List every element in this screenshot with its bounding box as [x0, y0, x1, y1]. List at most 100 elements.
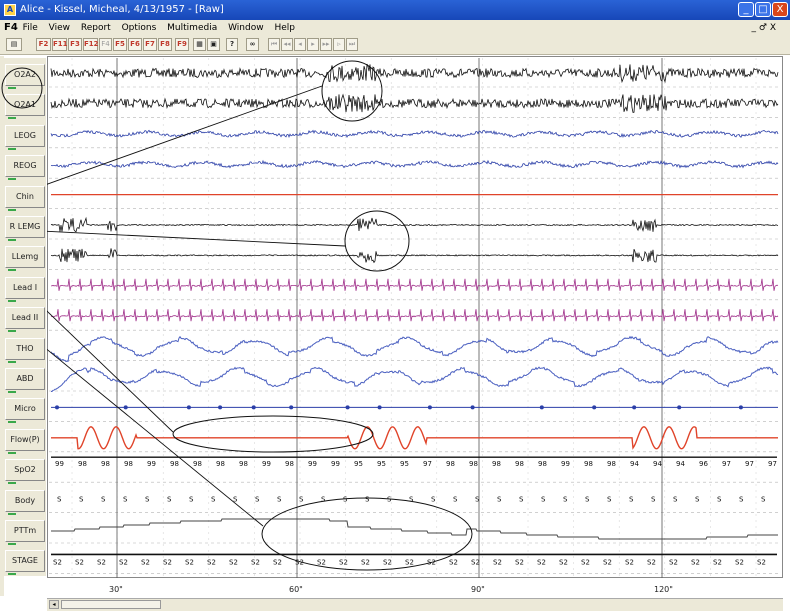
- scroll-thumb[interactable]: [61, 600, 161, 609]
- channel-label-text: SpO2: [14, 465, 36, 475]
- stage-value: S2: [449, 558, 458, 566]
- channel-indicator: [8, 391, 16, 393]
- binoculars-icon[interactable]: ∞: [246, 38, 259, 51]
- channel-label-r-lemg[interactable]: R LEMG: [5, 216, 45, 241]
- toolbar-f9[interactable]: F9: [175, 38, 189, 51]
- body-position-value: S: [563, 496, 568, 504]
- channel-label-o2a1[interactable]: O2A1: [5, 94, 45, 120]
- channel-label-llemg[interactable]: LLemg: [5, 246, 45, 272]
- menu-window[interactable]: Window: [228, 23, 264, 33]
- body-position-value: S: [475, 496, 480, 504]
- micro-event-marker: [377, 405, 382, 410]
- close-button[interactable]: X: [772, 2, 788, 17]
- stage-value: S2: [757, 558, 766, 566]
- toolbar-f6[interactable]: F6: [128, 38, 142, 51]
- body-position-value: S: [189, 496, 194, 504]
- spo2-value: 99: [308, 460, 317, 468]
- scroll-left-icon[interactable]: ◂: [49, 600, 59, 609]
- spo2-value: 98: [193, 460, 202, 468]
- channel-indicator: [8, 178, 16, 181]
- menu-view[interactable]: View: [48, 23, 70, 33]
- menu-options[interactable]: Options: [121, 23, 157, 33]
- spo2-value: 97: [745, 460, 754, 468]
- minimize-button[interactable]: _: [738, 2, 754, 17]
- spo2-value: 94: [653, 460, 662, 468]
- nav-play-icon[interactable]: ▸: [307, 38, 319, 51]
- nav-last-icon[interactable]: ⏭: [346, 38, 358, 51]
- print-icon[interactable]: ▣: [207, 38, 220, 51]
- trace-r-lemg: [50, 216, 779, 233]
- channel-label-text: Chin: [16, 191, 34, 201]
- body-position-value: S: [629, 496, 634, 504]
- menu-help[interactable]: Help: [274, 23, 295, 33]
- channel-label-lead-ii[interactable]: Lead II: [5, 307, 45, 333]
- spo2-value: 99: [147, 460, 156, 468]
- body-position-value: S: [321, 496, 326, 504]
- micro-event-marker: [539, 405, 544, 410]
- spo2-value: 98: [607, 460, 616, 468]
- body-position-value: S: [453, 496, 458, 504]
- toolbar-f3[interactable]: F3: [68, 38, 82, 51]
- channel-label-flow-p[interactable]: Flow(P): [5, 428, 45, 454]
- channel-label-lead-i[interactable]: Lead I: [5, 276, 45, 302]
- channel-indicator: [8, 360, 16, 363]
- stage-value: S2: [691, 558, 700, 566]
- nav-next-page-icon[interactable]: ▹: [333, 38, 345, 51]
- stage-value: S2: [537, 558, 546, 566]
- toolbar-f4[interactable]: F4: [99, 38, 112, 51]
- channel-label-abd[interactable]: ABD: [5, 368, 45, 393]
- stage-value: S2: [207, 558, 216, 566]
- nav-prev-icon[interactable]: ◂: [294, 38, 306, 51]
- channel-label-pttm[interactable]: PTTm: [5, 520, 45, 545]
- trace-o2a2: [50, 63, 779, 84]
- body-position-value: S: [761, 496, 766, 504]
- toolbar-f5[interactable]: F5: [113, 38, 127, 51]
- body-position-value: S: [717, 496, 722, 504]
- toolbar-f2[interactable]: F2: [36, 38, 51, 51]
- menu-file[interactable]: File: [22, 23, 38, 33]
- nav-first-icon[interactable]: ⏮: [268, 38, 280, 51]
- body-position-value: S: [409, 496, 414, 504]
- channel-label-body[interactable]: Body: [5, 489, 45, 515]
- channel-label-text: THO: [16, 343, 34, 353]
- nav-prev-page-icon[interactable]: ◂◂: [281, 38, 293, 51]
- toolbar-f11[interactable]: F11: [52, 38, 68, 51]
- channel-indicator: [8, 239, 16, 241]
- channel-indicator: [8, 421, 16, 424]
- channel-label-tho[interactable]: THO: [5, 337, 45, 363]
- body-position-value: S: [277, 496, 282, 504]
- channel-indicator: [8, 208, 16, 211]
- mdi-controls[interactable]: _ ♂ X: [751, 23, 776, 33]
- micro-event-marker: [218, 405, 223, 410]
- stage-value: S2: [493, 558, 502, 566]
- channel-indicator: [8, 299, 16, 302]
- help-icon[interactable]: ?: [226, 38, 238, 51]
- channel-label-reog[interactable]: REOG: [5, 155, 45, 181]
- channel-label-leog[interactable]: LEOG: [5, 124, 45, 150]
- toolbar-f8[interactable]: F8: [158, 38, 172, 51]
- toolbar-f7[interactable]: F7: [143, 38, 157, 51]
- spo2-value: 98: [285, 460, 294, 468]
- maximize-button[interactable]: □: [755, 2, 771, 17]
- channel-label-micro[interactable]: Micro: [5, 398, 45, 424]
- channel-label-chin[interactable]: Chin: [5, 185, 45, 211]
- toolbar: ▤ F2 F11 F3 F12 F4 F5 F6 F7 F8 F9 ▦ ▣ ? …: [0, 36, 790, 55]
- trace-flow-p: [51, 426, 778, 450]
- stage-value: S2: [229, 558, 238, 566]
- channel-label-o2a2[interactable]: O2A2: [5, 64, 45, 89]
- spo2-value: 98: [124, 460, 133, 468]
- annotation-ellipse: [172, 415, 374, 453]
- channel-label-spo2[interactable]: SpO2: [5, 459, 45, 485]
- toolbar-f12[interactable]: F12: [83, 38, 99, 51]
- spo2-value: 98: [492, 460, 501, 468]
- open-icon[interactable]: ▤: [6, 38, 22, 51]
- zoom-icon[interactable]: ▦: [193, 38, 206, 51]
- menu-multimedia[interactable]: Multimedia: [167, 23, 218, 33]
- channel-label-stage[interactable]: STAGE: [5, 550, 45, 576]
- spo2-value: 99: [331, 460, 340, 468]
- horizontal-scrollbar[interactable]: ◂: [47, 598, 783, 611]
- micro-event-marker: [632, 405, 637, 410]
- nav-next-icon[interactable]: ▸▸: [320, 38, 332, 51]
- menu-report[interactable]: Report: [80, 23, 111, 33]
- trace-abd: [51, 366, 779, 392]
